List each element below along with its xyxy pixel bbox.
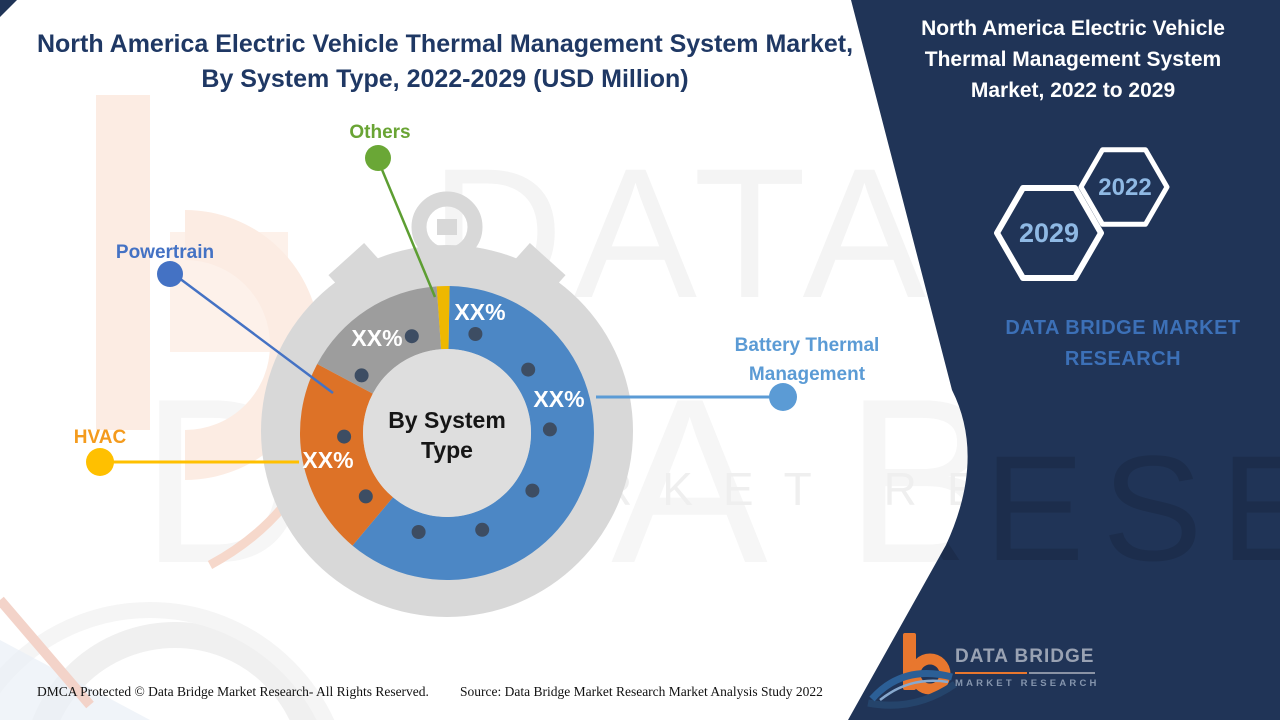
red-diagonal-watermark	[0, 596, 94, 709]
legend-dot-others	[365, 145, 391, 171]
footer-copyright: DMCA Protected © Data Bridge Market Rese…	[37, 684, 429, 699]
page-title: North America Electric Vehicle Thermal M…	[15, 27, 875, 97]
value-label-others: XX%	[454, 299, 506, 325]
logo-swoosh-dark-icon	[867, 681, 958, 709]
brand-name: DATA BRIDGE MARKET RESEARCH	[995, 313, 1251, 375]
logo-underline-gray	[1029, 672, 1095, 674]
legend-item-powertrain: Powertrain	[115, 242, 215, 263]
hexagon-2022	[1078, 147, 1170, 227]
legend-item-battery: Battery Thermal Management	[712, 331, 902, 389]
donut-segment-others	[436, 285, 450, 350]
logo-swoosh-icon	[869, 670, 953, 702]
footer-source: Source: Data Bridge Market Research Mark…	[460, 684, 823, 699]
side-panel-shape	[848, 0, 1280, 720]
logo-underline-orange	[955, 672, 1027, 674]
donut-segment-battery-thermal-management	[352, 286, 594, 580]
clock-dot	[525, 483, 540, 498]
clock-dot	[411, 525, 426, 539]
clock-dot	[468, 327, 483, 341]
b-watermark-stem	[96, 95, 150, 430]
legend-item-battery-line1: Battery Thermal	[734, 335, 880, 356]
side-panel-title-line3: Market, 2022 to 2029	[970, 79, 1176, 102]
swoosh-watermark-2	[0, 602, 335, 720]
dbmr-logo	[867, 633, 958, 709]
legend-dot-battery	[769, 383, 797, 411]
clock-dot	[404, 329, 419, 344]
donut-center-disc	[363, 349, 531, 517]
chart-center-label: By System Type	[367, 405, 527, 465]
chart-center-label-line1: By System	[388, 407, 506, 433]
page-title-line2: By System Type, 2022-2029 (USD Million)	[201, 65, 689, 93]
clock-dot	[337, 429, 352, 444]
side-panel-title-line2: Thermal Management System	[924, 48, 1222, 71]
clock-dot	[475, 522, 490, 537]
swoosh-watermark-1	[32, 622, 318, 720]
legend-item-hvac: HVAC	[73, 427, 127, 448]
clock-dot	[542, 422, 557, 437]
logo-name: DATA BRIDGE	[955, 646, 1095, 667]
clock-dot	[521, 362, 536, 377]
hexagon-2029	[994, 185, 1104, 281]
brand-name-line1: DATA BRIDGE MARKET	[1005, 317, 1241, 339]
year-badge-2029: 2029	[1018, 218, 1080, 248]
clock-dot	[354, 368, 369, 383]
chart-center-label-line2: Type	[421, 437, 473, 463]
side-panel-title-line1: North America Electric Vehicle	[921, 17, 1225, 40]
side-panel-title: North America Electric Vehicle Thermal M…	[893, 13, 1253, 106]
clock-dot	[358, 489, 373, 504]
legend-item-battery-line2: Management	[748, 364, 866, 385]
leader-line-powertrain	[174, 273, 334, 395]
donut-segments	[299, 285, 594, 580]
legend-dot-hvac	[86, 448, 114, 476]
value-label-battery: XX%	[533, 386, 585, 412]
donut-segment-powertrain	[317, 286, 442, 394]
value-label-hvac: XX%	[302, 447, 354, 473]
legend-dot-powertrain	[157, 261, 183, 287]
corner-triangle	[0, 0, 17, 17]
legend-item-others: Others	[349, 122, 411, 143]
logo-swoosh-light-icon	[879, 679, 949, 701]
page-title-line1: North America Electric Vehicle Thermal M…	[36, 30, 854, 58]
logo-subtitle: MARKET RESEARCH	[955, 678, 1100, 689]
year-badge-2022: 2022	[1098, 174, 1152, 201]
brand-name-line2: RESEARCH	[1064, 348, 1182, 370]
value-label-powertrain: XX%	[351, 325, 403, 351]
leader-line-others	[376, 159, 437, 298]
